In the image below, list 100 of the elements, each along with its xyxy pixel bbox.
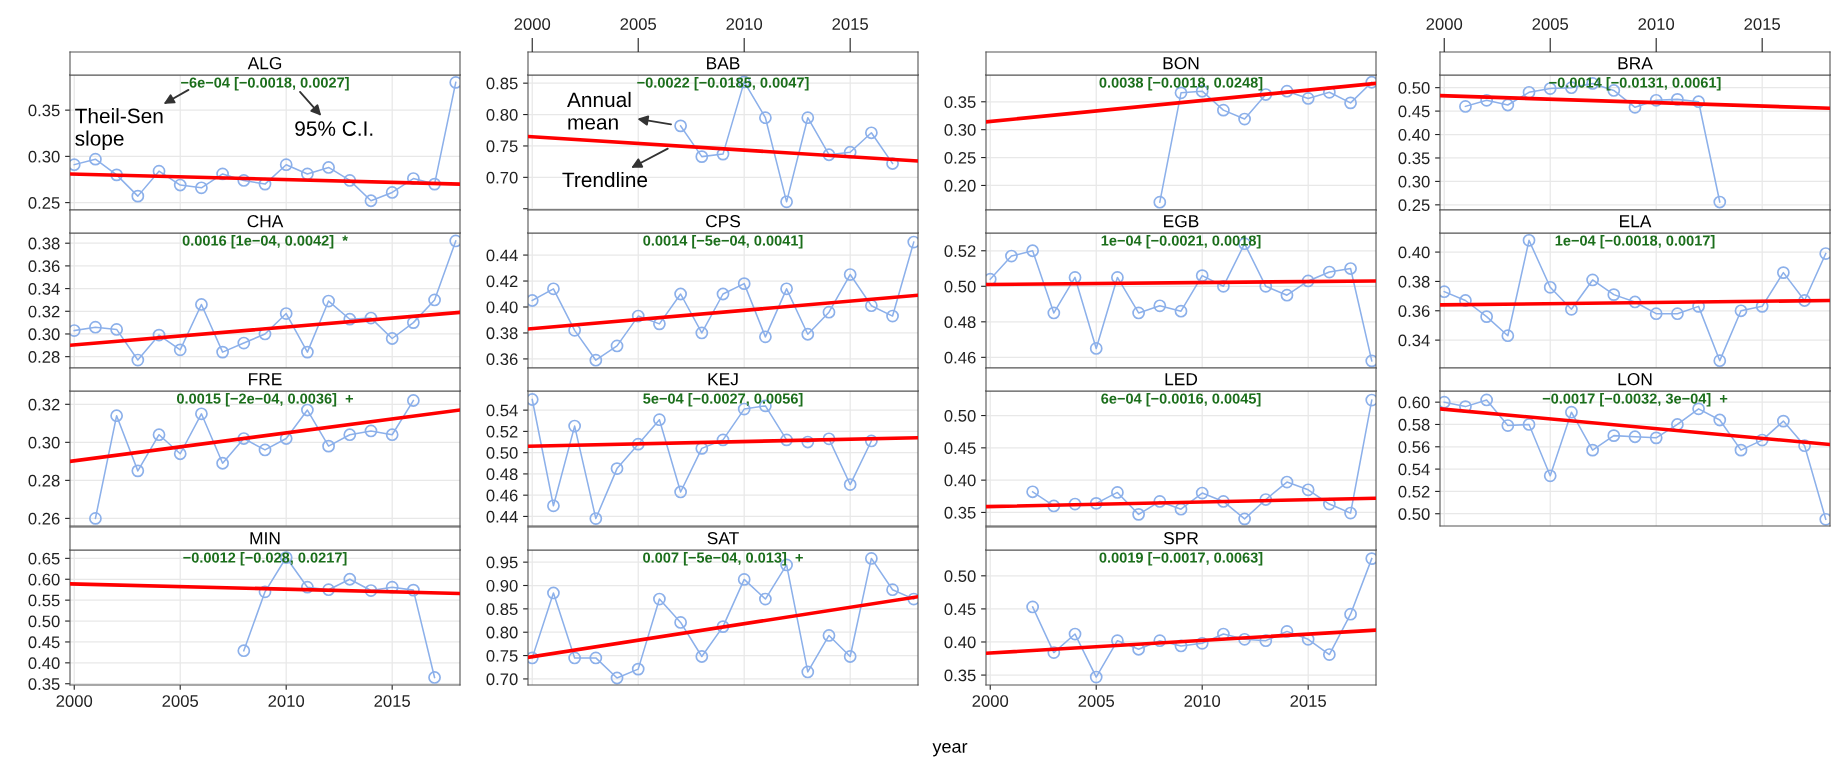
- point: [1301, 92, 1315, 105]
- x-tick-label: 2015: [374, 695, 411, 707]
- chart-title: CPS: [706, 215, 741, 228]
- point: [1713, 195, 1727, 209]
- point: [1798, 439, 1811, 453]
- point: [568, 651, 582, 665]
- y-tick-label: 0.25: [944, 151, 976, 164]
- point: [886, 309, 899, 323]
- annotation: −6e−04 [−0.0018, 0.0027]: [181, 77, 349, 91]
- chart-title: CHA: [247, 215, 284, 228]
- x-tick-label: 2000: [56, 695, 93, 707]
- point: [301, 345, 314, 359]
- point: [1322, 648, 1336, 661]
- point: [1047, 646, 1061, 659]
- point: [216, 345, 229, 359]
- point: [216, 456, 229, 470]
- y-tick-label: 0.42: [486, 275, 518, 288]
- point: [195, 298, 208, 311]
- chart-title: BON: [1163, 57, 1199, 70]
- y-tick-label: 0.60: [1398, 396, 1430, 409]
- point: [631, 662, 645, 676]
- point: [237, 432, 251, 445]
- x-tick-label: 2015: [1290, 695, 1327, 707]
- point: [1301, 483, 1315, 497]
- point: [886, 583, 899, 597]
- annotation: 0.0015 [−2e−04, 0.0036] +: [177, 393, 353, 407]
- point: [716, 287, 730, 301]
- point: [428, 671, 441, 684]
- point: [1026, 485, 1040, 499]
- y-tick-label: 0.34: [28, 282, 60, 295]
- point: [864, 299, 878, 313]
- point: [1153, 634, 1167, 648]
- point: [1174, 502, 1188, 516]
- point: [1132, 507, 1145, 521]
- point: [674, 287, 687, 301]
- point: [1501, 329, 1515, 343]
- chart-title: SAT: [707, 532, 739, 545]
- point: [110, 168, 124, 182]
- point: [1068, 271, 1082, 284]
- point: [1734, 443, 1748, 457]
- y-tick-label: 0.34: [1398, 334, 1430, 347]
- point: [801, 327, 815, 341]
- y-tick-label: 0.45: [28, 636, 60, 649]
- point: [237, 644, 251, 658]
- x-tick-label: 2010: [268, 695, 305, 707]
- y-tick-label: 0.38: [1398, 275, 1430, 288]
- point: [322, 161, 335, 174]
- point: [1238, 112, 1251, 126]
- point: [1776, 414, 1790, 428]
- y-tick-label: 0.28: [28, 474, 60, 487]
- y-tick-label: 0.80: [486, 626, 518, 639]
- annotation: Trendline: [562, 171, 648, 188]
- point: [1480, 310, 1494, 324]
- point: [152, 428, 166, 442]
- point: [364, 584, 378, 597]
- y-tick-label: 0.25: [1398, 199, 1430, 212]
- point: [1217, 279, 1230, 293]
- y-tick-label: 0.55: [28, 594, 60, 607]
- chart-title: ALG: [247, 57, 282, 70]
- point: [1089, 342, 1103, 355]
- point: [428, 293, 441, 307]
- point: [1670, 92, 1684, 106]
- point: [322, 294, 335, 308]
- annotation: −0.0022 [−0.0185, 0.0047]: [637, 77, 809, 91]
- point: [173, 178, 187, 192]
- point: [1238, 512, 1251, 526]
- chart-title: LON: [1618, 373, 1652, 386]
- point: [674, 485, 687, 499]
- point: [589, 353, 603, 367]
- point: [1522, 85, 1536, 99]
- point: [1089, 670, 1103, 684]
- annotation: 0.0014 [−5e−04, 0.0041]: [643, 235, 803, 249]
- point: [173, 343, 187, 357]
- y-tick-label: 0.50: [486, 447, 518, 459]
- y-tick-label: 0.58: [1398, 418, 1430, 431]
- point: [801, 435, 815, 449]
- annotation: 0.0016 [1e−04, 0.0042] *: [182, 235, 348, 249]
- chart-title: SPR: [1163, 532, 1199, 545]
- point: [822, 305, 836, 319]
- annotation: Theil-Sen slope: [75, 108, 163, 150]
- point: [1026, 244, 1040, 258]
- point: [385, 186, 399, 199]
- point: [237, 336, 251, 350]
- y-tick-label: 0.40: [944, 474, 976, 487]
- point: [1344, 607, 1357, 621]
- y-tick-label: 0.48: [486, 468, 518, 481]
- point: [1111, 486, 1124, 499]
- point: [1480, 93, 1494, 107]
- point: [716, 433, 730, 447]
- y-tick-label: 0.75: [486, 649, 518, 662]
- chart-title: ELA: [1620, 215, 1652, 228]
- x2-tick-label: 2015: [1744, 18, 1781, 30]
- y-tick-label: 0.54: [486, 404, 518, 417]
- y-tick-label: 0.46: [486, 489, 518, 502]
- y-tick-label: 0.52: [486, 425, 518, 438]
- point: [1628, 430, 1642, 444]
- y-tick-label: 0.30: [28, 150, 60, 163]
- point: [1501, 419, 1515, 432]
- annotation: 1e−04 [−0.0021, 0.0018]: [1101, 235, 1261, 249]
- point: [1713, 354, 1727, 368]
